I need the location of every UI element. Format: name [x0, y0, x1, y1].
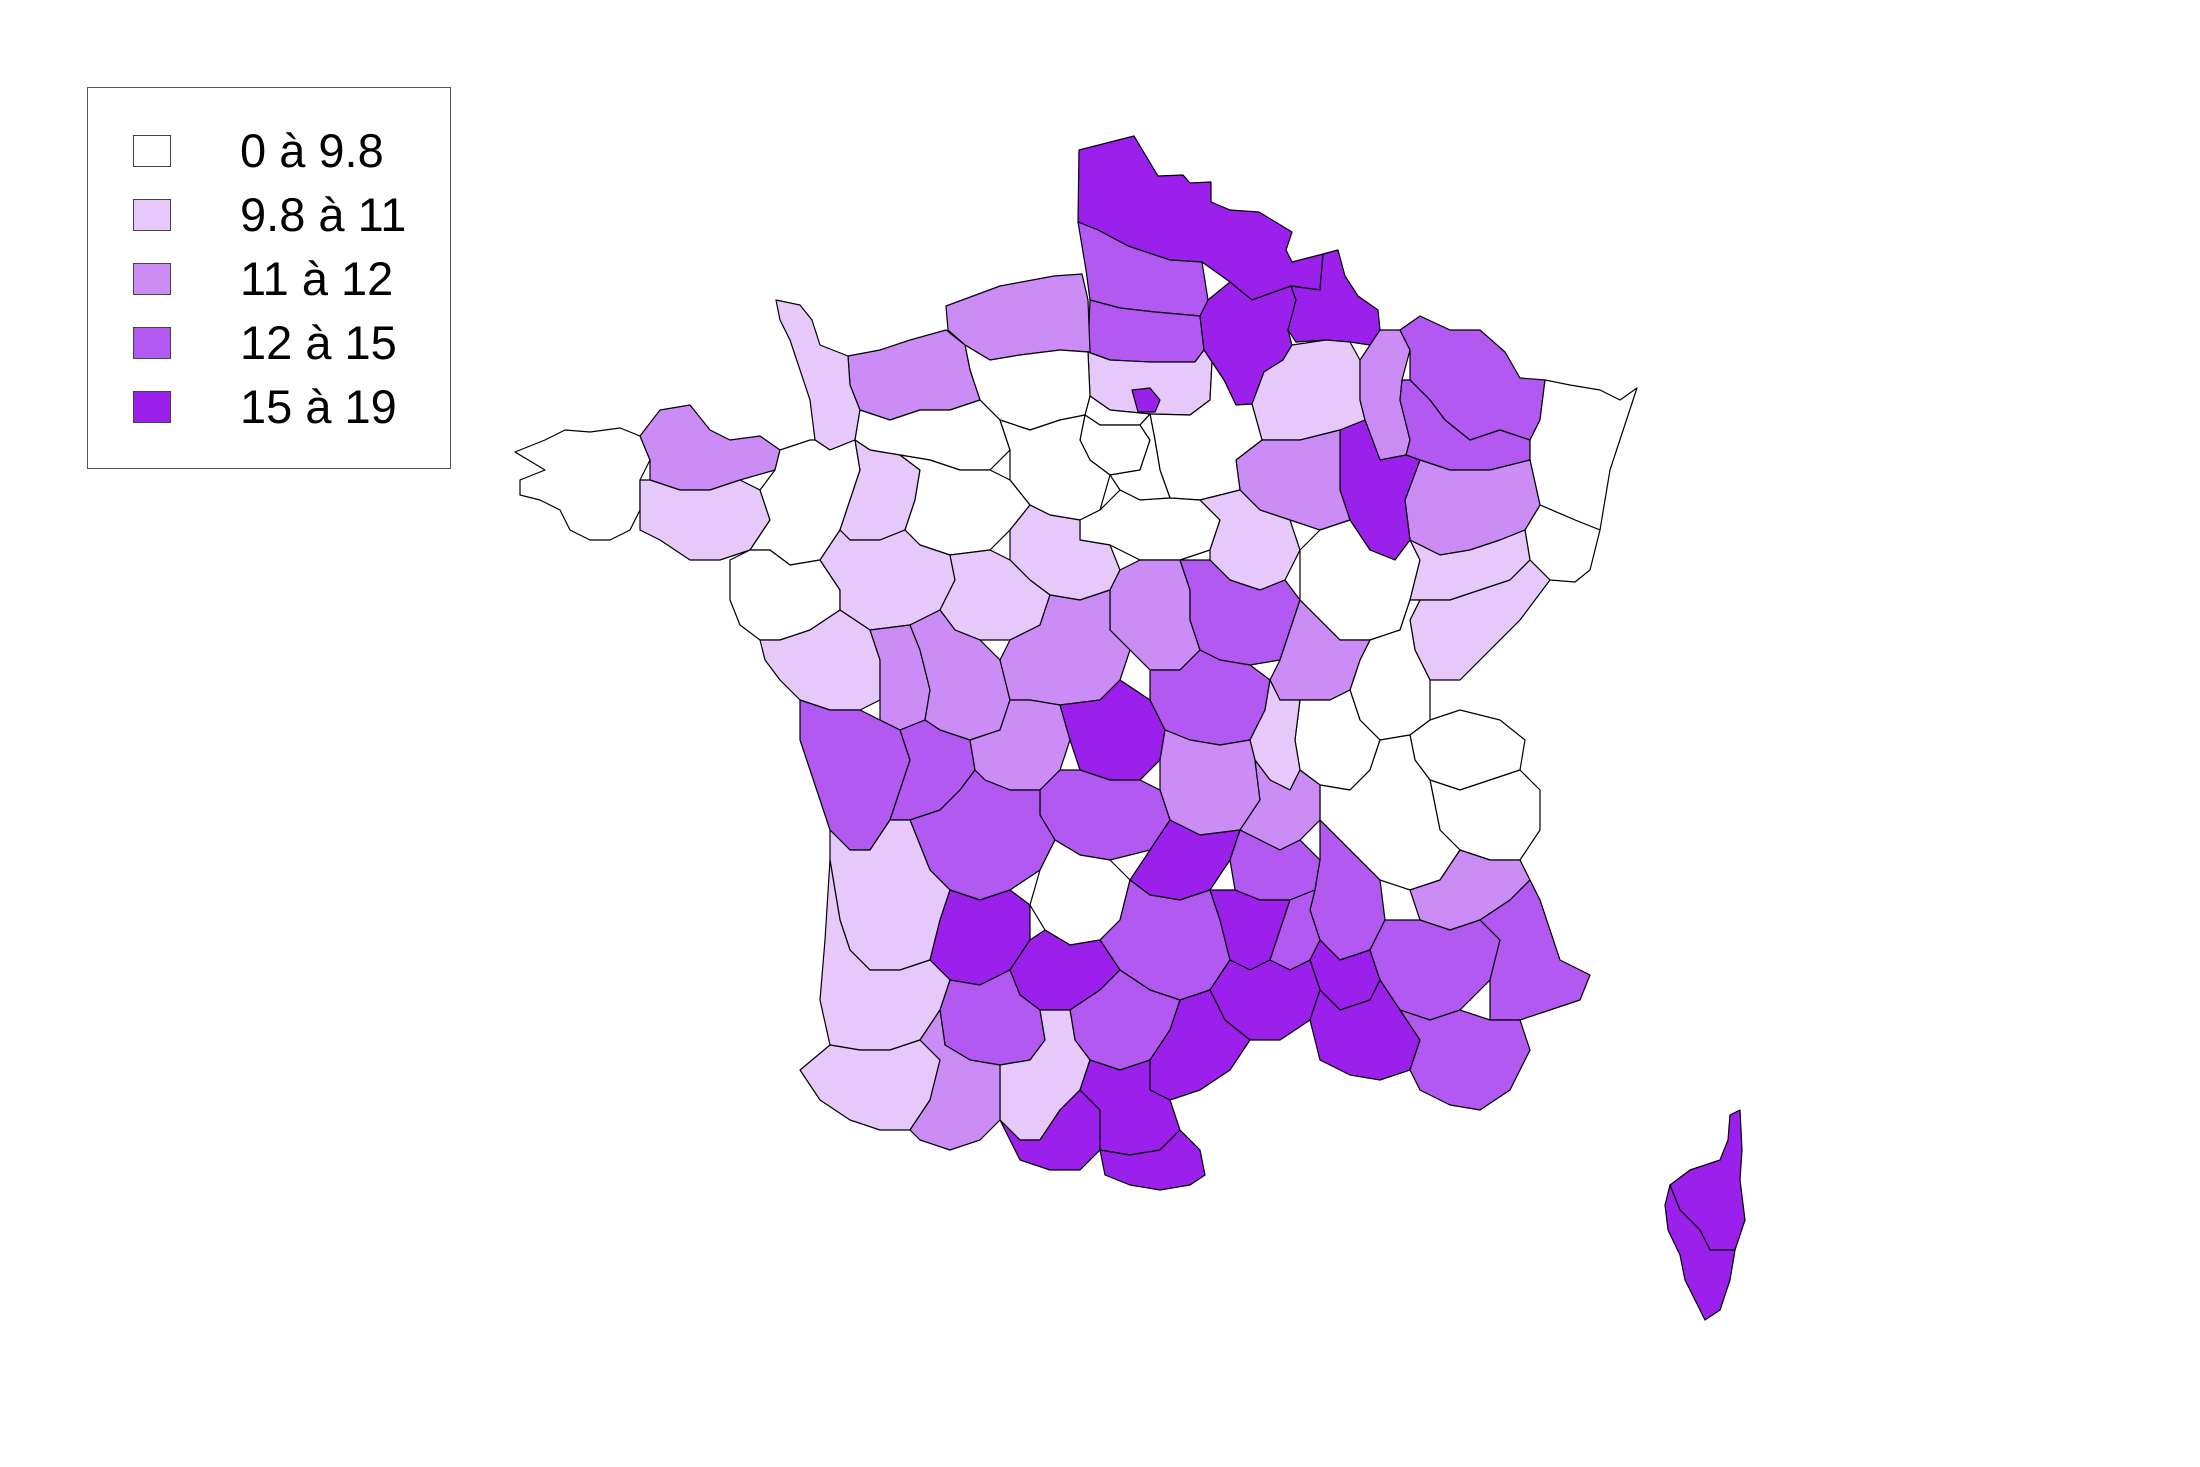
dept-aude [1079, 1059, 1181, 1156]
dept-puy-de-dome [1159, 729, 1261, 836]
legend-item: 11 à 12 [133, 255, 393, 302]
dept-pyrenees-orientales [1099, 1129, 1206, 1191]
legend-label: 9.8 à 11 [240, 188, 407, 241]
legend-item: 9.8 à 11 [133, 191, 406, 238]
legend-label: 15 à 19 [240, 380, 397, 433]
legend-item: 12 à 15 [133, 319, 397, 366]
legend-swatch [133, 199, 171, 231]
dept-sarthe [899, 454, 1031, 556]
legend-label: 11 à 12 [240, 252, 394, 305]
dept-corse-du-sud [1664, 1184, 1736, 1321]
dept-paris-area [1131, 387, 1161, 413]
legend-item: 15 à 19 [133, 383, 397, 430]
legend-swatch [133, 135, 171, 167]
dept-manche [775, 299, 861, 451]
dept-hautes-pyrenees [909, 1009, 1001, 1151]
dept-alpes-maritimes [1479, 879, 1591, 1021]
dept-finistere [514, 427, 651, 541]
dept-var [1399, 1009, 1531, 1111]
legend-label: 12 à 15 [240, 316, 397, 369]
legend-label: 0 à 9.8 [240, 124, 384, 177]
map-legend: 0 à 9.8 9.8 à 11 11 à 12 12 à 15 15 à 19 [87, 87, 451, 469]
legend-swatch [133, 327, 171, 359]
legend-swatch [133, 391, 171, 423]
dept-morbihan [639, 479, 771, 561]
dept-loire [1239, 759, 1321, 851]
dept-cotes-darmor [639, 404, 781, 491]
legend-swatch [133, 263, 171, 295]
legend-item: 0 à 9.8 [133, 127, 384, 174]
